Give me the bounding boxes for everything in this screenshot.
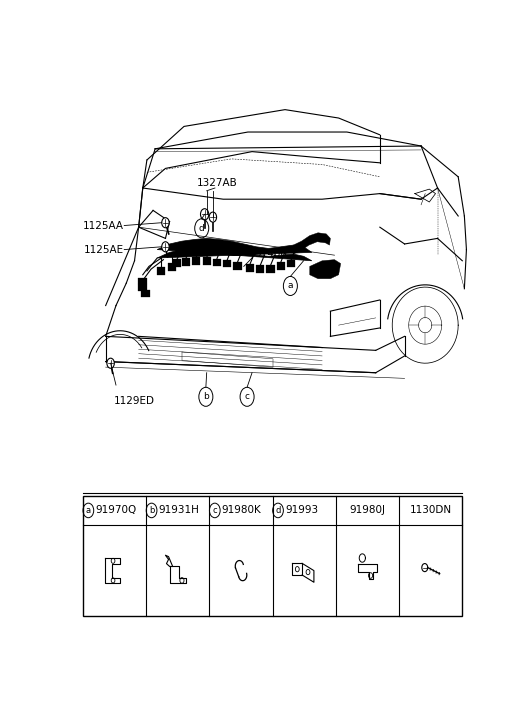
Polygon shape <box>157 238 312 261</box>
Bar <box>168 263 176 271</box>
Bar <box>138 278 147 284</box>
Bar <box>213 259 221 266</box>
Text: 1125AE: 1125AE <box>84 244 124 254</box>
Text: 1327AB: 1327AB <box>197 178 237 188</box>
Bar <box>192 257 201 265</box>
Text: 91993: 91993 <box>285 505 318 515</box>
Circle shape <box>162 217 169 228</box>
Text: d: d <box>276 506 281 515</box>
Circle shape <box>201 209 209 220</box>
Bar <box>138 284 147 291</box>
Text: 91931H: 91931H <box>159 505 200 515</box>
Bar <box>223 260 231 268</box>
Text: 91400: 91400 <box>254 249 287 259</box>
Text: 91970Q: 91970Q <box>95 505 137 515</box>
Text: 1130DN: 1130DN <box>410 505 452 515</box>
Circle shape <box>107 358 114 369</box>
Text: 91980J: 91980J <box>350 505 386 515</box>
Text: d: d <box>199 224 205 233</box>
Polygon shape <box>310 260 340 278</box>
Text: 91980K: 91980K <box>222 505 262 515</box>
Bar <box>203 257 211 265</box>
Text: c: c <box>212 506 217 515</box>
Bar <box>234 262 242 270</box>
Bar <box>256 265 264 273</box>
Text: a: a <box>288 281 293 291</box>
Bar <box>157 268 165 276</box>
Circle shape <box>209 212 217 222</box>
Circle shape <box>162 242 169 252</box>
Text: b: b <box>149 506 154 515</box>
Bar <box>173 259 181 267</box>
Text: 1129ED: 1129ED <box>114 396 155 406</box>
Bar <box>246 264 254 272</box>
Bar <box>141 290 150 297</box>
Bar <box>267 265 275 273</box>
Text: a: a <box>86 506 91 515</box>
Bar <box>83 496 462 616</box>
Bar <box>287 260 295 268</box>
Bar <box>182 258 190 266</box>
Bar <box>277 262 285 270</box>
Polygon shape <box>293 233 330 254</box>
Text: c: c <box>245 393 250 401</box>
Text: 1125AA: 1125AA <box>83 220 124 230</box>
Text: b: b <box>203 393 209 401</box>
